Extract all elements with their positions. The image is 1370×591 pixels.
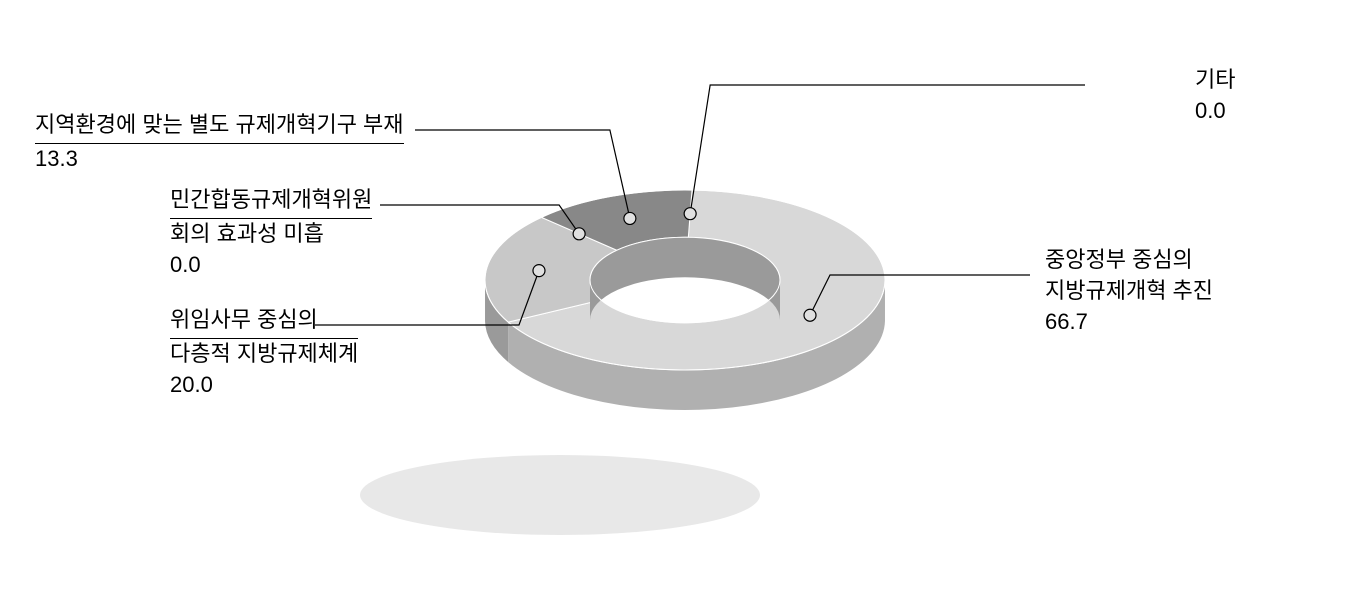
slice-value: 0.0 [1195, 96, 1235, 127]
slice-value: 13.3 [35, 144, 404, 175]
slice-label: 중앙정부 중심의지방규제개혁 추진66.7 [1045, 245, 1213, 337]
slice-value: 0.0 [170, 250, 372, 281]
slice-value: 20.0 [170, 370, 358, 401]
slice-label-line: 위임사무 중심의 [170, 305, 358, 339]
slice-label: 기타0.0 [1195, 65, 1235, 127]
slice-label-line: 기타 [1195, 65, 1235, 96]
donut-chart-container: 중앙정부 중심의지방규제개혁 추진66.7 위임사무 중심의다층적 지방규제체계2… [0, 0, 1370, 591]
slice-label: 위임사무 중심의다층적 지방규제체계20.0 [170, 305, 358, 400]
slice-label-line: 지역환경에 맞는 별도 규제개혁기구 부재 [35, 110, 404, 144]
slice-label-line: 중앙정부 중심의 [1045, 245, 1213, 276]
slice-value: 66.7 [1045, 307, 1213, 338]
slice-label-line: 회의 효과성 미흡 [170, 219, 372, 250]
slice-label: 민간합동규제개혁위원회의 효과성 미흡0.0 [170, 185, 372, 280]
slice-label-line: 다층적 지방규제체계 [170, 339, 358, 370]
slice-label: 지역환경에 맞는 별도 규제개혁기구 부재13.3 [35, 110, 404, 175]
slice-label-line: 지방규제개혁 추진 [1045, 276, 1213, 307]
slice-label-line: 민간합동규제개혁위원 [170, 185, 372, 219]
